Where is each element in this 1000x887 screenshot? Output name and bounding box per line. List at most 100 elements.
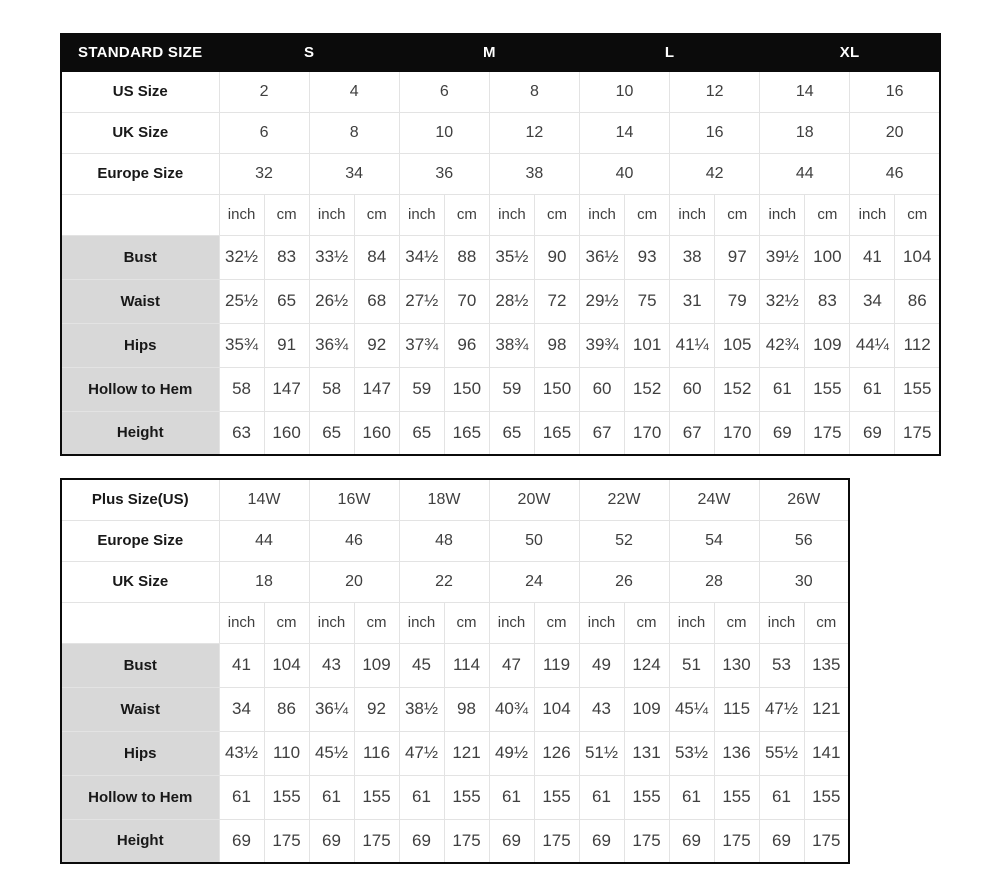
- measurement-value: 175: [713, 818, 760, 864]
- measurement-value: 44¼: [849, 322, 896, 368]
- measurement-value: 61: [218, 774, 265, 820]
- measurement-value: 60: [669, 366, 716, 412]
- unit-label: cm: [353, 193, 400, 236]
- measurement-value: 147: [263, 366, 310, 412]
- measurement-value: 58: [218, 366, 265, 412]
- unit-label: cm: [263, 193, 310, 236]
- measurement-value: 39¾: [578, 322, 626, 368]
- measurement-label: Hips: [60, 322, 220, 368]
- size-row: UK Size 6 8 10 12 14 16 18 20: [60, 111, 941, 154]
- measurement-value: 61: [668, 774, 715, 820]
- measurement-value: 45½: [308, 730, 355, 776]
- measurement-row: Hollow to Hem 58 147 58 147 59 150 59 150 60 152 60…: [60, 366, 941, 412]
- measurement-value: 175: [803, 818, 850, 864]
- measurement-value: 175: [263, 818, 310, 864]
- unit-label: inch: [308, 193, 355, 236]
- size-value: 18W: [398, 478, 490, 521]
- measurement-value: 51½: [578, 730, 625, 776]
- measurement-value: 40¾: [488, 686, 535, 732]
- measurement-value: 65: [308, 410, 355, 456]
- measurement-value: 105: [714, 322, 761, 368]
- measurement-value: 155: [353, 774, 400, 820]
- size-group-header-s: S: [218, 33, 400, 72]
- measurement-value: 69: [218, 818, 265, 864]
- unit-row: inch cm inch cm inch cm inch cm inch cm inch cm inch…: [60, 601, 850, 644]
- unit-label: cm: [353, 601, 400, 644]
- unit-row-spacer: [60, 601, 220, 644]
- measurement-value: 160: [353, 410, 400, 456]
- measurement-value: 79: [714, 278, 761, 324]
- measurement-value: 114: [443, 642, 490, 688]
- measurement-value: 150: [443, 366, 490, 412]
- size-value: 10: [578, 70, 671, 113]
- measurement-value: 47½: [758, 686, 805, 732]
- row-label: Europe Size: [60, 519, 220, 562]
- measurement-value: 130: [713, 642, 760, 688]
- size-value: 12: [669, 70, 761, 113]
- measurement-value: 101: [624, 322, 671, 368]
- measurement-value: 165: [443, 410, 490, 456]
- measurement-label: Waist: [60, 686, 220, 732]
- measurement-value: 35¾: [218, 322, 265, 368]
- unit-label: inch: [218, 601, 265, 644]
- measurement-value: 69: [488, 818, 535, 864]
- measurement-label: Height: [60, 410, 220, 456]
- measurement-value: 110: [263, 730, 310, 776]
- measurement-value: 63: [218, 410, 265, 456]
- measurement-value: 152: [624, 366, 671, 412]
- measurement-value: 61: [398, 774, 445, 820]
- measurement-value: 35½: [488, 234, 535, 280]
- measurement-label: Bust: [60, 642, 220, 688]
- measurement-value: 100: [804, 234, 851, 280]
- measurement-value: 43½: [218, 730, 265, 776]
- measurement-value: 112: [894, 322, 941, 368]
- measurement-value: 34: [849, 278, 896, 324]
- size-value: 10: [398, 111, 490, 154]
- measurement-value: 124: [623, 642, 670, 688]
- measurement-label: Waist: [60, 278, 220, 324]
- measurement-value: 147: [353, 366, 400, 412]
- size-chart-page: STANDARD SIZE S M L XL US Size 2 4 6 8 10 12 14 16 UK …: [60, 33, 941, 864]
- unit-label: inch: [849, 193, 896, 236]
- size-row: Plus Size(US) 14W 16W 18W 20W 22W 24W 26W: [60, 478, 850, 521]
- measurement-value: 27½: [398, 278, 445, 324]
- size-value: 4: [308, 70, 400, 113]
- size-value: 50: [488, 519, 580, 562]
- measurement-value: 126: [533, 730, 580, 776]
- measurement-value: 155: [443, 774, 490, 820]
- measurement-value: 38½: [398, 686, 445, 732]
- measurement-value: 104: [263, 642, 310, 688]
- unit-label: cm: [443, 193, 490, 236]
- measurement-value: 136: [713, 730, 760, 776]
- size-row: UK Size 18 20 22 24 26 28 30: [60, 560, 850, 603]
- measurement-value: 34½: [398, 234, 445, 280]
- unit-label: cm: [533, 193, 581, 236]
- size-value: 52: [578, 519, 670, 562]
- row-label: UK Size: [60, 560, 220, 603]
- unit-label: inch: [218, 193, 265, 236]
- measurement-row: Waist 34 86 36¼ 92 38½ 98 40¾ 104 43 109 45¼ 115 47½ 1…: [60, 686, 850, 732]
- measurement-value: 42¾: [759, 322, 806, 368]
- measurement-value: 109: [804, 322, 851, 368]
- measurement-value: 53: [758, 642, 805, 688]
- size-value: 16: [669, 111, 761, 154]
- measurement-value: 90: [533, 234, 581, 280]
- measurement-value: 75: [624, 278, 671, 324]
- size-value: 32: [218, 152, 310, 195]
- unit-label: inch: [578, 601, 625, 644]
- measurement-value: 175: [443, 818, 490, 864]
- measurement-value: 69: [759, 410, 806, 456]
- measurement-row: Height 63 160 65 160 65 165 65 165 67 170 67 170 69 17…: [60, 410, 941, 456]
- unit-label: inch: [398, 193, 445, 236]
- measurement-value: 175: [623, 818, 670, 864]
- size-value: 2: [218, 70, 310, 113]
- unit-row: inch cm inch cm inch cm inch cm inch cm inch cm inch…: [60, 193, 941, 236]
- size-value: 6: [398, 70, 490, 113]
- measurement-value: 36¾: [308, 322, 355, 368]
- unit-label: inch: [308, 601, 355, 644]
- measurement-value: 43: [578, 686, 625, 732]
- measurement-value: 175: [353, 818, 400, 864]
- size-value: 20: [308, 560, 400, 603]
- measurement-value: 121: [443, 730, 490, 776]
- measurement-value: 155: [804, 366, 851, 412]
